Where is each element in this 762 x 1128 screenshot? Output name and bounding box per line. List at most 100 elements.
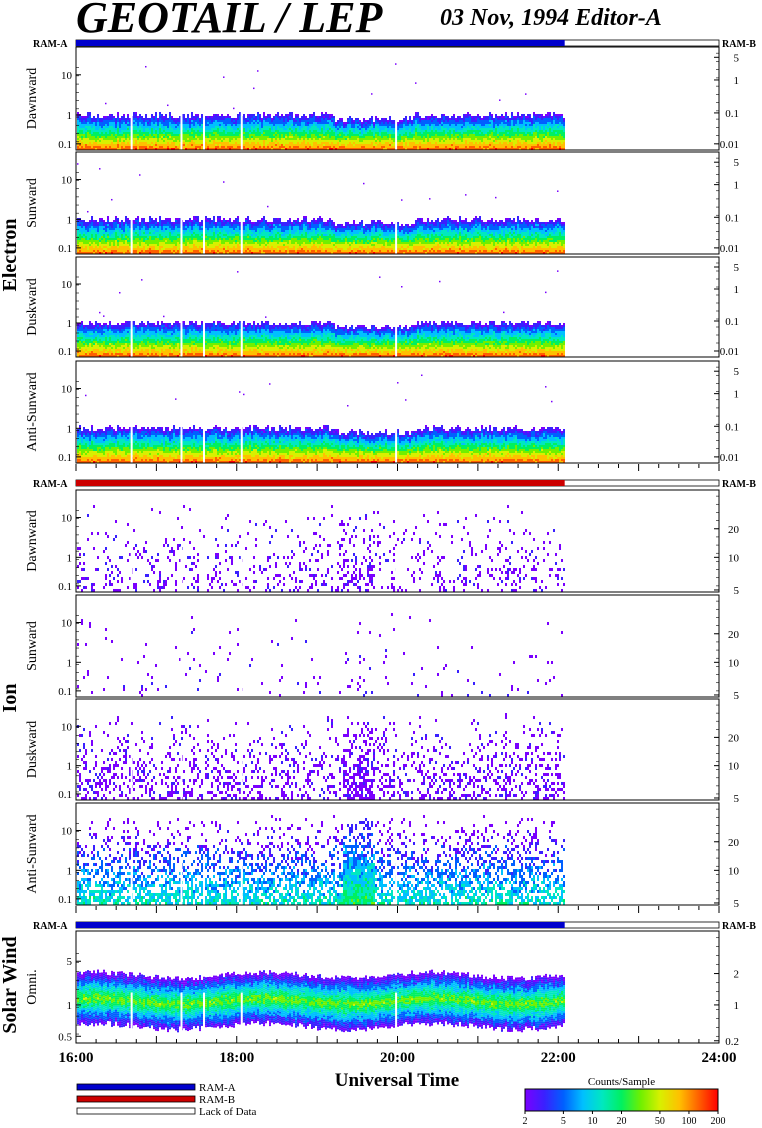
legend-label: Lack of Data bbox=[199, 1106, 257, 1118]
panel-label: Anti-Sunward bbox=[25, 814, 40, 893]
data-gap bbox=[180, 417, 182, 463]
data-gap bbox=[203, 993, 205, 1043]
left-tick-label: 10 bbox=[61, 279, 73, 291]
left-tick-label: 1 bbox=[67, 110, 73, 122]
ram-status-bar bbox=[76, 40, 565, 46]
right-tick-label: 5 bbox=[734, 52, 740, 64]
right-tick-label: 5 bbox=[734, 585, 740, 597]
left-tick-label: 1 bbox=[67, 1000, 73, 1012]
left-tick-label: 5 bbox=[67, 956, 73, 968]
right-tick-label: 20 bbox=[728, 524, 740, 536]
colorbar bbox=[525, 1089, 718, 1111]
colorbar-tick-label: 20 bbox=[617, 1116, 627, 1127]
left-tick-label: 1 bbox=[67, 865, 73, 877]
right-tick-label: 0.2 bbox=[725, 1036, 739, 1048]
ram-status-bar bbox=[76, 480, 565, 486]
left-tick-label: 1 bbox=[67, 657, 73, 669]
panel-label: Dawnward bbox=[25, 68, 40, 129]
right-tick-label: 20 bbox=[728, 837, 740, 849]
data-gap bbox=[131, 755, 133, 800]
right-tick-label: 0.01 bbox=[720, 243, 739, 255]
left-tick-label: 0.1 bbox=[58, 346, 72, 358]
data-gap bbox=[203, 546, 205, 592]
panel-group bbox=[76, 922, 719, 1043]
left-tick-label: 1 bbox=[67, 423, 73, 435]
colorbar-tick-label: 10 bbox=[587, 1116, 597, 1127]
ram-left-label: RAM-A bbox=[33, 479, 68, 490]
left-tick-label: 0.1 bbox=[58, 243, 72, 255]
right-tick-label: 5 bbox=[734, 157, 740, 169]
left-tick-label: 0.1 bbox=[58, 452, 72, 464]
data-gap bbox=[203, 312, 205, 357]
left-tick-label: 10 bbox=[61, 175, 73, 187]
data-gap bbox=[395, 417, 397, 463]
data-gap bbox=[131, 312, 133, 357]
colorbar-tick-label: 5 bbox=[561, 1116, 566, 1127]
x-tick-label: 18:00 bbox=[219, 1050, 254, 1066]
data-gap bbox=[203, 104, 205, 150]
data-gap bbox=[241, 546, 243, 592]
data-gap bbox=[395, 755, 397, 800]
left-tick-label: 10 bbox=[61, 618, 73, 630]
time-tick-row bbox=[76, 464, 719, 471]
data-gap bbox=[395, 104, 397, 150]
left-tick-label: 0.1 bbox=[58, 789, 72, 801]
data-gap bbox=[180, 651, 182, 697]
data-gap bbox=[241, 859, 243, 905]
right-tick-label: 5 bbox=[734, 793, 740, 805]
left-tick-label: 10 bbox=[61, 384, 73, 396]
right-tick-label: 0.01 bbox=[720, 452, 739, 464]
right-tick-label: 1 bbox=[734, 75, 740, 87]
spectrogram-panel bbox=[76, 931, 719, 1043]
data-gap bbox=[131, 651, 133, 697]
ram-left-label: RAM-A bbox=[33, 921, 68, 932]
right-tick-label: 1 bbox=[734, 284, 740, 296]
left-tick-label: 10 bbox=[61, 70, 73, 82]
data-gap bbox=[180, 104, 182, 150]
data-gap bbox=[131, 859, 133, 905]
panel-label: Sunward bbox=[25, 621, 40, 671]
ram-left-label: RAM-A bbox=[33, 39, 68, 50]
legend-swatch bbox=[77, 1084, 195, 1090]
legend-label: RAM-A bbox=[199, 1082, 236, 1094]
data-gap bbox=[203, 651, 205, 697]
legend-swatch bbox=[77, 1108, 195, 1114]
x-tick-label: 16:00 bbox=[59, 1050, 94, 1066]
data-gap bbox=[180, 546, 182, 592]
left-tick-label: 0.1 bbox=[58, 686, 72, 698]
legend-label: RAM-B bbox=[199, 1094, 235, 1106]
right-tick-label: 0.1 bbox=[725, 421, 739, 433]
data-gap bbox=[241, 755, 243, 800]
right-tick-label: 1 bbox=[734, 389, 740, 401]
data-gap bbox=[395, 651, 397, 697]
colorbar-tick-label: 100 bbox=[681, 1116, 696, 1127]
colorbar-label: Counts/Sample bbox=[588, 1076, 655, 1088]
spectrogram-panel bbox=[76, 47, 719, 150]
panel-label: Dawnward bbox=[25, 510, 40, 571]
right-tick-label: 20 bbox=[728, 629, 740, 641]
left-tick-label: 0.1 bbox=[58, 894, 72, 906]
right-tick-label: 2 bbox=[734, 969, 740, 981]
left-tick-label: 0.1 bbox=[58, 581, 72, 593]
data-gap bbox=[241, 208, 243, 254]
data-gap bbox=[180, 312, 182, 357]
spectrogram-panel bbox=[76, 257, 719, 357]
spectrogram-panel bbox=[76, 490, 719, 592]
panel-label: Duskward bbox=[25, 278, 40, 336]
left-tick-label: 10 bbox=[61, 721, 73, 733]
right-tick-label: 0.01 bbox=[720, 139, 739, 151]
left-tick-label: 1 bbox=[67, 552, 73, 564]
data-gap bbox=[203, 755, 205, 800]
right-tick-label: 10 bbox=[728, 552, 740, 564]
left-tick-label: 0.1 bbox=[58, 139, 72, 151]
data-gap bbox=[131, 208, 133, 254]
right-tick-label: 0.1 bbox=[725, 316, 739, 328]
legend-swatch bbox=[77, 1096, 195, 1102]
x-tick-label: 24:00 bbox=[702, 1050, 737, 1066]
panel-frame bbox=[76, 595, 719, 697]
group-label: Solar Wind bbox=[0, 936, 21, 1033]
spectrogram-panel bbox=[76, 595, 719, 697]
data-gap bbox=[395, 312, 397, 357]
panel-group bbox=[76, 40, 719, 463]
